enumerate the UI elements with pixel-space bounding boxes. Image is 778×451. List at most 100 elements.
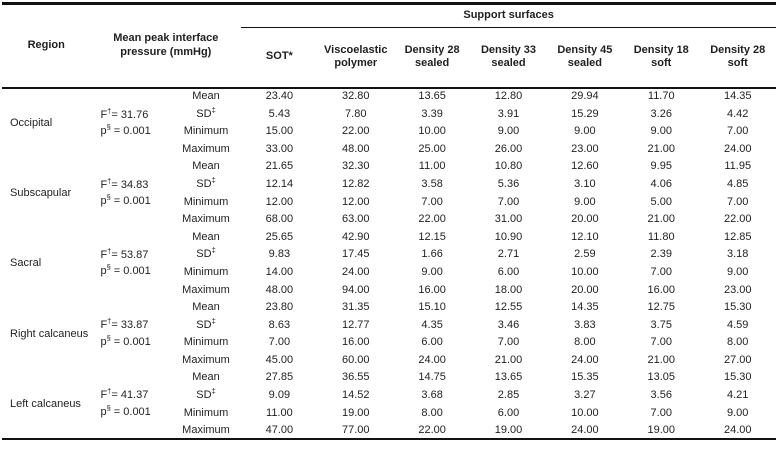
value-cell: 12.80 (470, 86, 547, 106)
table-row: Subscapular F†= 34.83 p§ = 0.001 Mean 21.65 3… (2, 158, 776, 207)
value-cell: 4.21 (727, 389, 749, 402)
p-value: p§ = 0.001 (100, 333, 151, 348)
value-cell: 14.52 (341, 389, 370, 402)
value-cell: 8.00 (421, 406, 443, 419)
stat-label-cell: Maximum (182, 213, 230, 226)
stat-label-cell: Mean (170, 86, 242, 106)
value-cell: 31.35 (341, 301, 370, 314)
table-row: SD‡ 5.43 7.80 3.39 3.91 15.29 3.26 4.42 (2, 105, 776, 123)
stat-label-cell: Mean (192, 301, 220, 314)
value-cell: 24.00 (723, 423, 752, 436)
value-cell: 19.00 (494, 423, 523, 436)
f-statistic: F†= 33.87 (100, 316, 149, 332)
value-cell: 9.83 (268, 248, 291, 261)
value-cell: 10.00 (418, 125, 446, 138)
value-cell: 24.00 (571, 423, 599, 436)
value-cell: 14.35 (571, 301, 599, 314)
value-cell: 9.95 (650, 160, 672, 173)
value-cell: 9.00 (650, 125, 672, 138)
value-cell: 4.06 (650, 177, 672, 190)
value-cell: 17.45 (341, 248, 370, 261)
stat-label-cell: SD‡ (196, 245, 216, 261)
table-row: Minimum 7.00 16.00 6.00 7.00 8.00 7.00 8.00 (2, 334, 776, 352)
value-cell: 9.00 (727, 265, 749, 278)
value-cell: 5.43 (268, 107, 291, 120)
value-cell: 10.90 (494, 230, 523, 243)
value-cell: 29.94 (546, 86, 624, 106)
value-cell: 22.00 (723, 213, 752, 226)
value-cell: 3.18 (727, 248, 749, 261)
surface-column-header: Density 33 sealed (480, 43, 537, 70)
value-cell: 1.66 (421, 248, 443, 261)
stat-label-cell: Maximum (182, 283, 230, 296)
value-cell: 15.30 (723, 371, 752, 384)
value-cell: 7.00 (421, 195, 443, 208)
table-row: Right calcaneus F†= 33.87 p§ = 0.001 Mean 23… (2, 299, 776, 348)
value-cell: 23.00 (571, 142, 599, 155)
support-surfaces-header: Support surfaces (241, 3, 776, 28)
value-cell: 21.00 (647, 213, 676, 226)
table-row: Maximum 48.00 94.00 16.00 18.00 20.00 16.00 23.… (2, 281, 776, 299)
value-cell: 24.00 (341, 265, 370, 278)
stat-label-cell: Mean (192, 371, 220, 384)
surface-column-header: Density 45 sealed (557, 43, 613, 70)
value-cell: 9.00 (497, 125, 520, 138)
table-row: SD‡ 8.63 12.77 4.35 3.46 3.83 3.75 4.59 (2, 316, 776, 334)
stat-label-cell: Minimum (183, 336, 229, 349)
anova-statistics-cell: F†= 31.76 p§ = 0.001 (90, 86, 171, 158)
value-cell: 3.39 (421, 107, 443, 120)
value-cell: 77.00 (341, 423, 370, 436)
value-cell: 3.10 (574, 177, 596, 190)
table-row: Left calcaneus F†= 41.37 p§ = 0.001 Mean 27.… (2, 369, 776, 417)
f-statistic: F†= 53.87 (100, 246, 149, 261)
value-cell: 7.00 (650, 406, 672, 419)
value-cell: 13.65 (494, 371, 523, 384)
anova-statistics-cell: F†= 33.87 p§ = 0.001 (90, 299, 170, 369)
value-cell: 7.00 (650, 265, 672, 278)
value-cell: 4.35 (421, 318, 443, 331)
value-cell: 7.00 (727, 195, 749, 208)
value-cell: 21.00 (494, 353, 523, 366)
value-cell: 12.10 (571, 230, 599, 243)
value-cell: 12.00 (341, 195, 370, 208)
surface-column-header: Density 28 soft (710, 43, 766, 70)
value-cell: 16.00 (647, 283, 676, 296)
value-cell: 12.77 (341, 318, 370, 331)
value-cell: 3.83 (574, 318, 596, 331)
value-cell: 2.39 (650, 248, 672, 261)
stat-label-cell: Minimum (183, 265, 229, 278)
value-cell: 3.91 (497, 107, 520, 120)
stat-label-cell: Minimum (183, 125, 229, 138)
value-cell: 11.95 (724, 160, 752, 173)
value-cell: 21.65 (265, 160, 294, 173)
anova-statistics-cell: F†= 53.87 p§ = 0.001 (90, 228, 170, 298)
value-cell: 32.80 (317, 86, 394, 106)
region-cell: Occipital (2, 86, 91, 158)
value-cell: 8.63 (268, 318, 291, 331)
value-cell: 60.00 (341, 353, 370, 366)
value-cell: 68.00 (265, 213, 294, 226)
stat-label-cell: SD‡ (196, 386, 216, 402)
value-cell: 24.00 (571, 353, 599, 366)
value-cell: 6.00 (497, 265, 520, 278)
stat-label-cell: Minimum (183, 406, 229, 419)
value-cell: 12.85 (723, 230, 752, 243)
value-cell: 11.70 (623, 86, 700, 106)
region-cell: Sacral (10, 257, 42, 270)
table-row: Sacral F†= 53.87 p§ = 0.001 Mean 25.65 42.90 1… (2, 228, 776, 278)
value-cell: 22.00 (418, 423, 446, 436)
value-cell: 20.00 (571, 213, 599, 226)
value-cell: 3.56 (650, 389, 672, 402)
document-page: Region Mean peak interface pressure (mmH… (2, 2, 776, 441)
value-cell: 4.59 (727, 318, 749, 331)
p-value: p§ = 0.001 (100, 122, 151, 138)
value-cell: 26.00 (494, 142, 523, 155)
f-statistic: F†= 41.37 (100, 386, 149, 402)
value-cell: 3.75 (650, 318, 672, 331)
table-row: Minimum 15.00 22.00 10.00 9.00 9.00 9.00 7.00 (2, 123, 776, 141)
surface-column-header: SOT* (265, 50, 293, 63)
value-cell: 22.00 (418, 213, 446, 226)
value-cell: 7.00 (727, 125, 749, 138)
value-cell: 23.40 (241, 86, 318, 106)
table-row: Minimum 11.00 19.00 8.00 6.00 10.00 7.00 9.00 (2, 404, 776, 422)
